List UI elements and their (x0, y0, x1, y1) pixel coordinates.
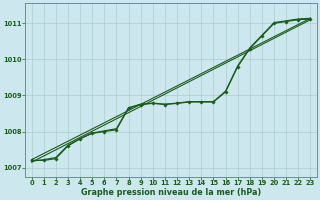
X-axis label: Graphe pression niveau de la mer (hPa): Graphe pression niveau de la mer (hPa) (81, 188, 261, 197)
